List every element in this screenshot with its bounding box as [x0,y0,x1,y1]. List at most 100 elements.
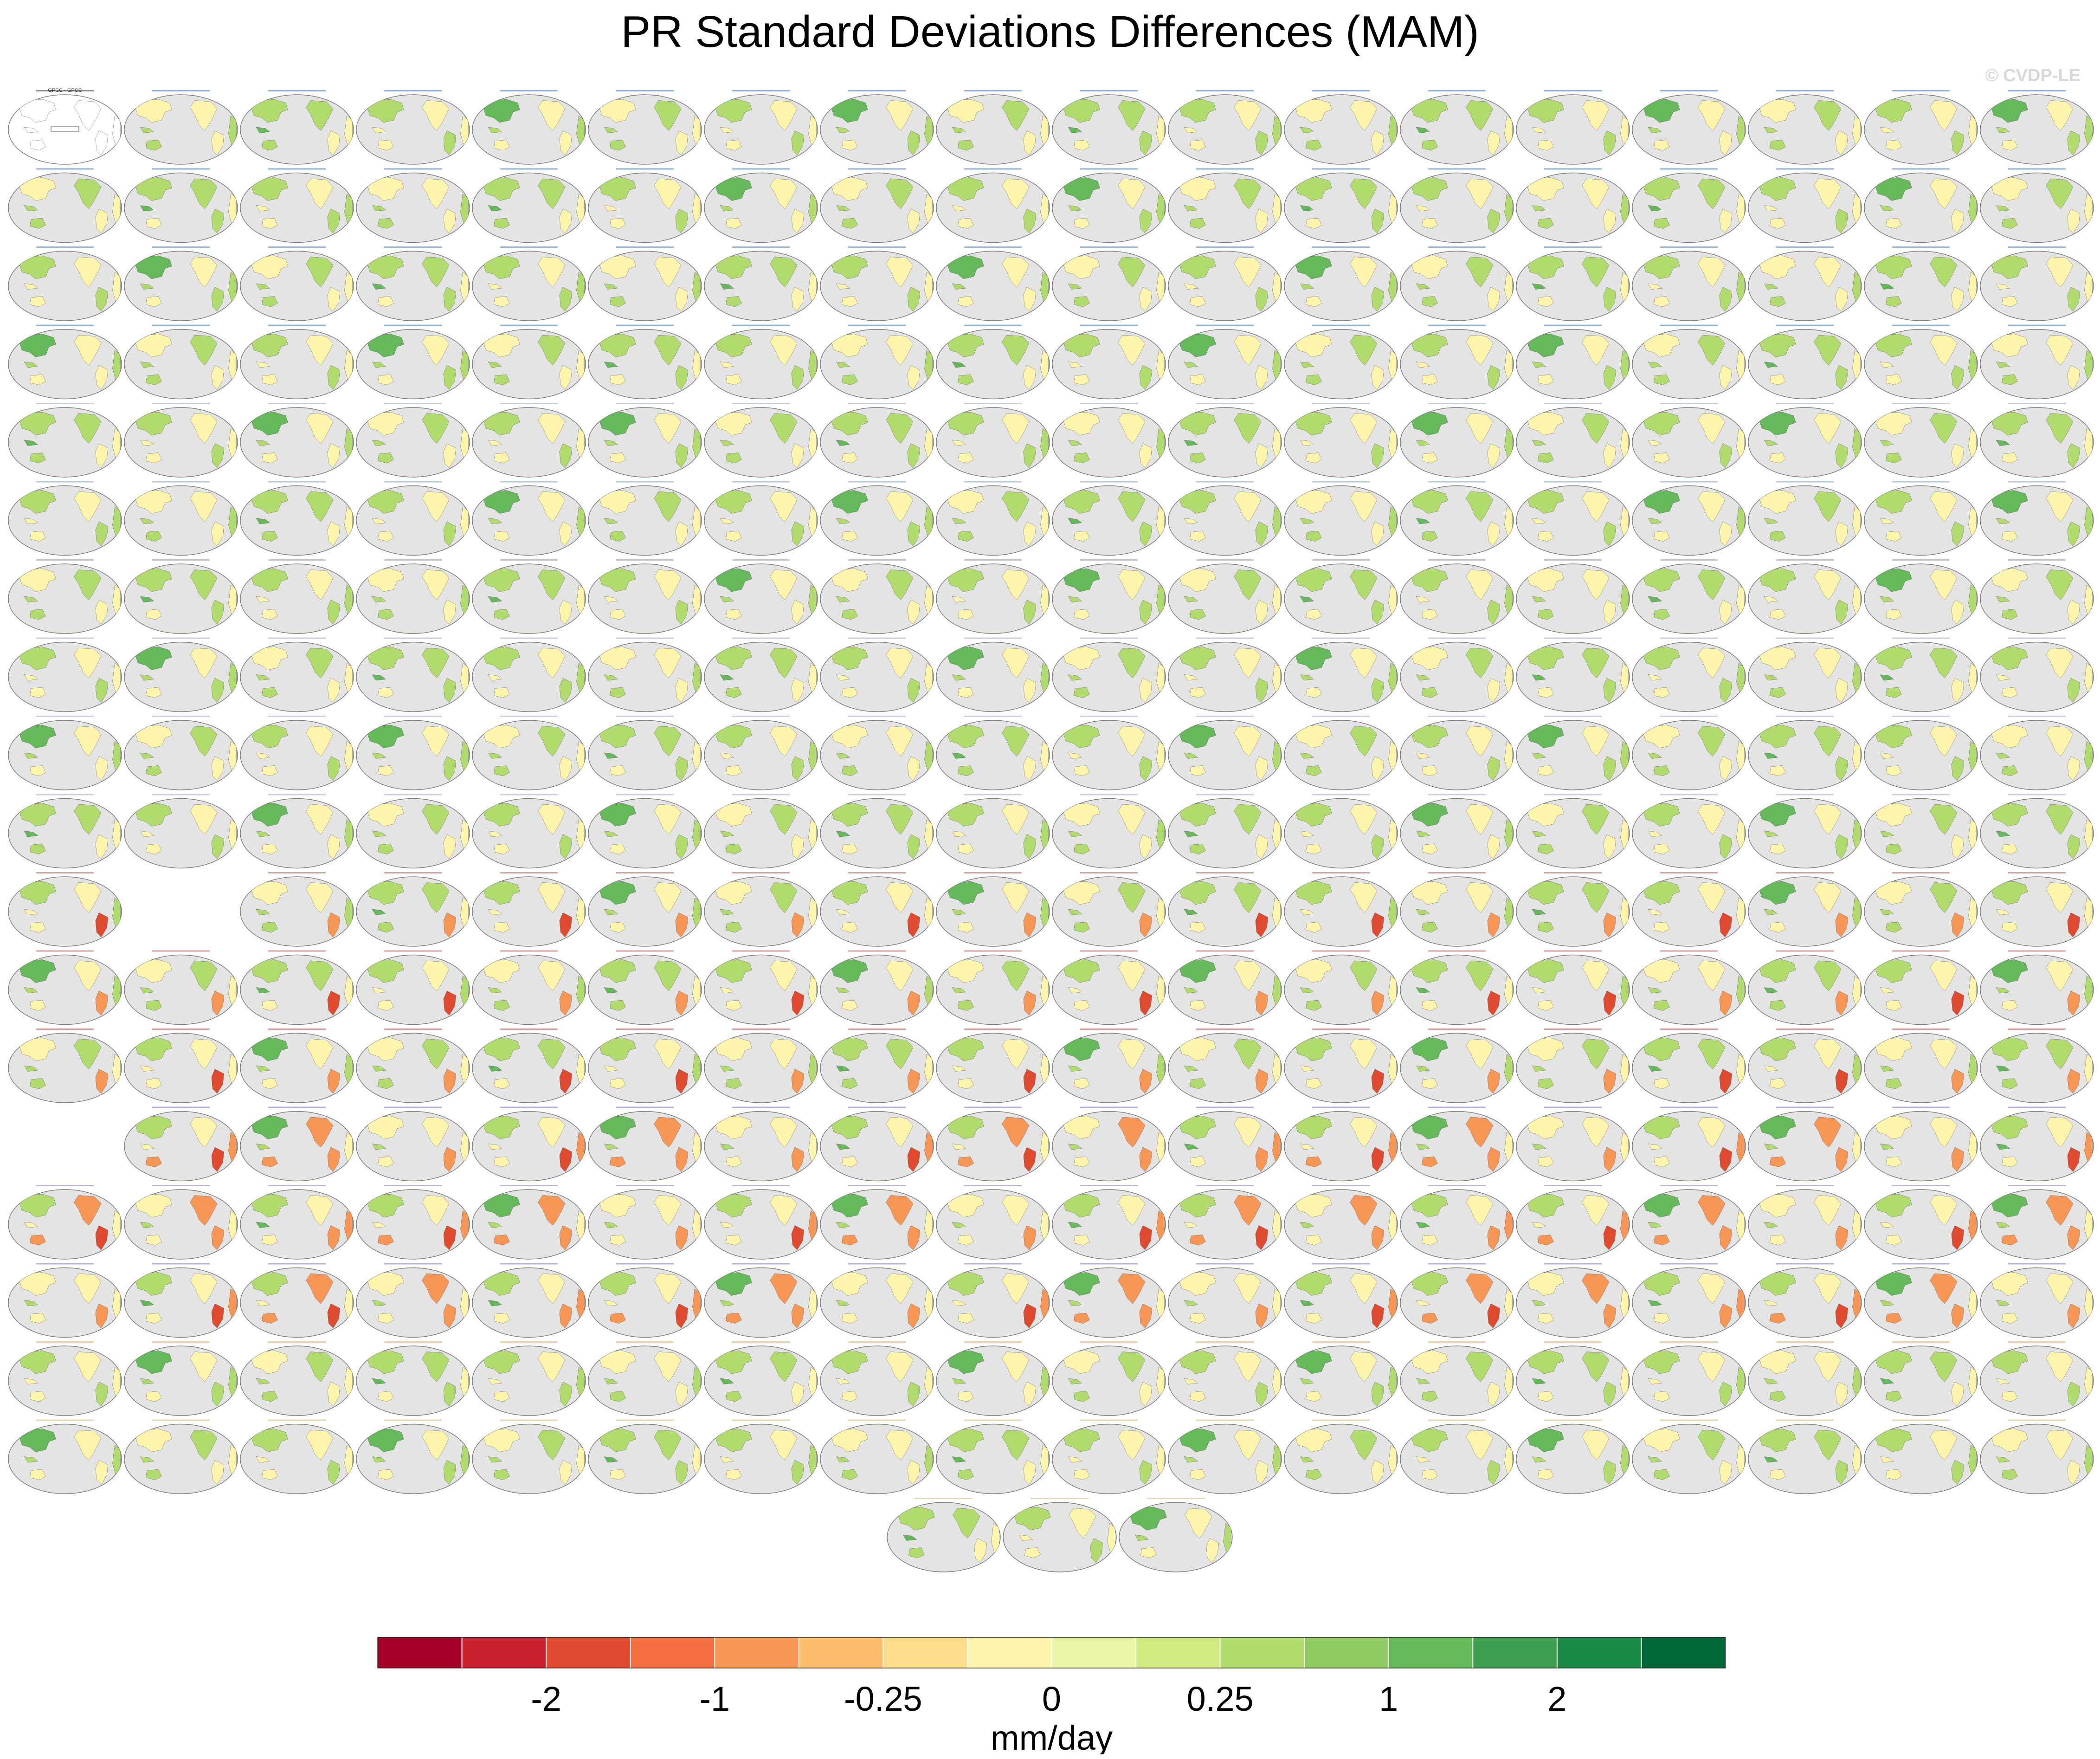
continent-asia [481,490,520,514]
continent-n-america [422,178,450,209]
continent-n-america [1350,257,1378,287]
continent-greenland [1729,331,1738,340]
continent-asia [1757,1194,1796,1218]
continent-n-america [1814,804,1842,835]
continent-indonesia [1996,596,2010,602]
continent-s-america [1139,287,1152,312]
continent-s-america [1371,990,1384,1015]
map-panel [472,872,586,947]
panel-label-line [1196,1106,1254,1108]
continent-s-america [907,1069,920,1094]
continent-greenland [801,1270,810,1279]
continent-indonesia [488,127,502,133]
continent-s-america [675,1382,688,1407]
continent-s-america [1139,600,1152,625]
colorbar-segment [715,1637,799,1668]
map-panel [1052,716,1166,790]
continent-asia [1293,568,1332,592]
continent-asia [597,881,636,905]
continent-greenland [105,175,114,184]
panel-label-line [2008,637,2066,639]
continent-indonesia [952,127,966,133]
panel-label-line [616,1028,674,1030]
continent-indonesia [1996,1144,2010,1150]
continent-asia [1989,959,2028,983]
continent-n-america [1002,882,1030,913]
continent-indonesia [604,831,618,837]
continent-asia [945,724,984,749]
continent-indonesia [1532,205,1546,212]
continent-indonesia [140,1222,155,1228]
continent-s-america [791,130,804,155]
panel-label-line [1544,637,1602,639]
continent-greenland [1613,801,1622,809]
continent-greenland [105,801,114,809]
continent-indonesia [1068,362,1082,368]
map-panel [1980,1419,2094,1494]
continent-n-america [1930,1429,1958,1461]
continent-n-america [190,726,218,757]
panel-label-line [732,559,790,561]
continent-s-america [2067,443,2080,468]
continent-n-america [2046,1429,2074,1461]
continent-asia [1177,724,1216,749]
continent-asia [133,490,172,514]
map-panel [472,1106,586,1182]
continent-n-america [1814,647,1842,679]
continent-n-america [1582,1352,1610,1382]
continent-n-america [74,882,102,913]
panel-label-line [1660,559,1718,561]
continent-asia [1061,724,1100,749]
continent-n-america [654,1352,682,1382]
colorbar-segment [1641,1637,1726,1668]
continent-australia [2002,843,2018,854]
map-panel [1168,1185,1282,1260]
panel-label-line [500,1419,558,1421]
continent-greenland [1845,488,1854,497]
continent-indonesia [1648,1065,1662,1072]
continent-asia [829,177,868,201]
continent-asia [249,803,288,827]
continent-australia [1306,296,1322,307]
continent-n-america [1814,413,1842,444]
map-panel [1864,716,1978,790]
continent-greenland [1033,97,1042,105]
map-panel [1052,324,1166,400]
continent-australia [1024,1547,1041,1559]
continent-asia [249,1429,288,1452]
continent-greenland [105,1035,114,1044]
panel-label-line [1660,1263,1718,1265]
continent-australia [1306,530,1322,542]
continent-australia [1538,296,1554,307]
continent-asia [597,1037,636,1061]
continent-n-america [770,726,798,757]
continent-greenland [1845,879,1854,887]
continent-asia [17,803,56,827]
continent-indonesia [952,674,966,681]
continent-s-america [1371,443,1384,468]
continent-indonesia [836,596,850,602]
panel-label-line [2008,1263,2066,1265]
continent-greenland [569,644,578,653]
panel-label-line [1312,637,1370,639]
map-panel [124,481,238,556]
continent-greenland [337,175,346,184]
map-panel [1400,637,1514,712]
map-panel [1632,1106,1746,1182]
continent-n-america [422,1273,450,1304]
continent-n-america [1350,178,1378,209]
continent-n-america [1814,1352,1842,1382]
continent-asia [1757,1350,1796,1374]
continent-asia [1873,568,1912,592]
continent-n-america [1930,1117,1958,1148]
map-panel [1632,246,1746,321]
continent-n-america [1466,257,1494,287]
continent-s-america [559,1382,572,1407]
continent-greenland [685,1270,694,1279]
map-panel [472,90,586,165]
continent-asia [1757,724,1796,749]
continent-australia [1306,609,1322,620]
continent-greenland [801,1035,810,1044]
continent-asia [1757,490,1796,514]
continent-indonesia [1996,518,2010,524]
